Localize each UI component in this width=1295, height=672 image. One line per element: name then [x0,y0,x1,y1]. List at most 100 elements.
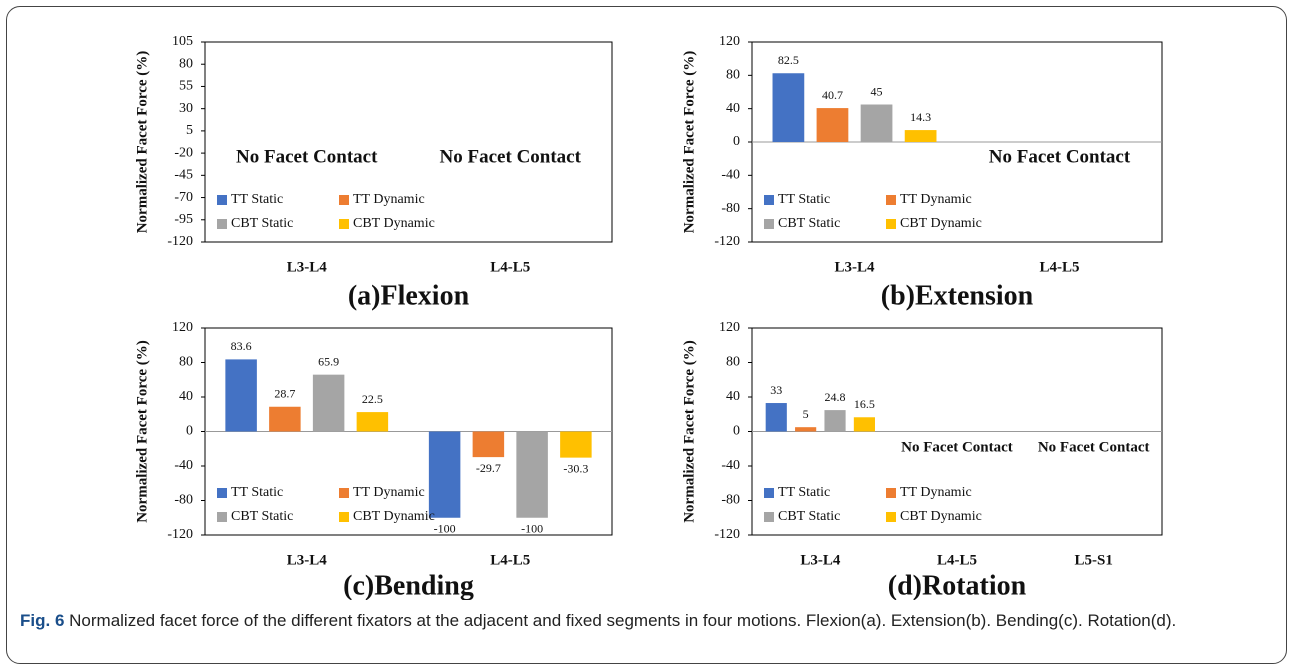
legend-label: TT Dynamic [900,192,972,207]
value-label: 24.8 [825,390,846,404]
y-tick-label: 80 [179,56,193,71]
y-tick-label: 105 [172,34,193,49]
legend-swatch [217,512,227,522]
x-tick-label: L3-L4 [834,259,875,275]
y-tick-label: 120 [172,320,193,335]
y-tick-label: 0 [186,424,193,439]
bar [428,431,461,518]
legend-swatch [764,512,774,522]
legend-swatch [217,219,227,229]
y-tick-label: -80 [721,201,740,216]
y-tick-label: 55 [179,79,193,94]
value-label: 16.5 [854,397,875,411]
y-tick-label: -120 [167,234,193,249]
y-tick-label: -20 [174,145,193,160]
legend-swatch [217,195,227,205]
x-tick-label: L3-L4 [287,259,328,275]
value-label: -29.7 [476,461,501,475]
y-tick-label: 30 [179,101,193,116]
y-tick-label: -95 [174,212,193,227]
legend-swatch [339,219,349,229]
legend-label: TT Dynamic [353,192,425,207]
bar [772,73,805,142]
legend-label: TT Dynamic [900,485,972,500]
bar [795,427,817,432]
x-tick-label: L4-L5 [490,552,530,568]
y-tick-label: -120 [714,234,740,249]
chart-title: (b)Extension [881,280,1034,311]
y-tick-label: 0 [733,134,740,149]
legend-swatch [339,195,349,205]
legend-swatch [339,488,349,498]
legend-label: TT Dynamic [353,485,425,500]
legend-label: CBT Dynamic [900,216,982,231]
bar [853,417,875,432]
bar [269,406,301,432]
y-axis-label: Normalized Facet Force (%) [681,51,697,234]
chart-title: (c)Bending [343,570,474,600]
chart-title: (a)Flexion [348,280,470,311]
y-axis-label: Normalized Facet Force (%) [134,51,150,234]
legend-label: CBT Dynamic [353,509,435,524]
legend-label: TT Static [231,485,283,500]
bar [816,108,849,142]
value-label: 65.9 [318,354,339,368]
annotation: No Facet Contact [1038,439,1150,455]
y-tick-label: 80 [726,68,740,83]
x-tick-label: L5-S1 [1074,552,1112,568]
legend-swatch [764,488,774,498]
y-tick-label: 40 [726,101,740,116]
bar [765,403,787,432]
y-tick-label: -70 [174,190,193,205]
bar [904,130,937,142]
annotation: No Facet Contact [236,146,378,167]
bar [356,412,389,432]
y-tick-label: 80 [726,355,740,370]
legend-label: CBT Static [231,216,293,231]
bar [560,431,592,458]
legend-label: TT Static [778,485,830,500]
bar [824,410,846,432]
y-tick-label: -40 [721,168,740,183]
legend-label: CBT Static [231,509,293,524]
bar [312,374,345,432]
legend-label: TT Static [231,192,283,207]
y-tick-label: -40 [721,458,740,473]
value-label: 45 [871,84,883,98]
legend-swatch [339,512,349,522]
value-label: 33 [770,383,782,397]
y-tick-label: -80 [174,493,193,508]
chart-figure: Normalized Facet Force (%) 105 80 55 30 5 -20 -… [134,34,1163,600]
value-label: -100 [434,522,456,536]
legend-label: CBT Static [778,509,840,524]
y-axis-label: Normalized Facet Force (%) [134,340,150,523]
y-tick-label: 80 [179,355,193,370]
bar [225,359,257,432]
y-tick-label: 40 [179,389,193,404]
legend-label: TT Static [778,192,830,207]
annotation: No Facet Contact [989,146,1131,167]
chart-title: (d)Rotation [888,570,1027,600]
bar [860,104,893,142]
legend-swatch [764,195,774,205]
x-tick-label: L4-L5 [490,259,530,275]
y-tick-label: 5 [186,123,193,138]
y-tick-label: -40 [174,458,193,473]
y-tick-label: -120 [714,527,740,542]
value-label: 40.7 [822,88,843,102]
y-tick-label: -120 [167,527,193,542]
legend-label: CBT Dynamic [353,216,435,231]
legend-label: CBT Dynamic [900,509,982,524]
x-tick-label: L4-L5 [937,552,977,568]
value-label: -30.3 [563,461,588,475]
value-label: 22.5 [362,392,383,406]
y-tick-label: 120 [719,34,740,49]
legend-swatch [886,512,896,522]
legend-swatch [886,195,896,205]
legend-swatch [886,219,896,229]
y-tick-label: -45 [174,168,193,183]
bar [472,431,505,458]
legend-swatch [764,219,774,229]
legend-label: CBT Static [778,216,840,231]
value-label: -100 [521,522,543,536]
